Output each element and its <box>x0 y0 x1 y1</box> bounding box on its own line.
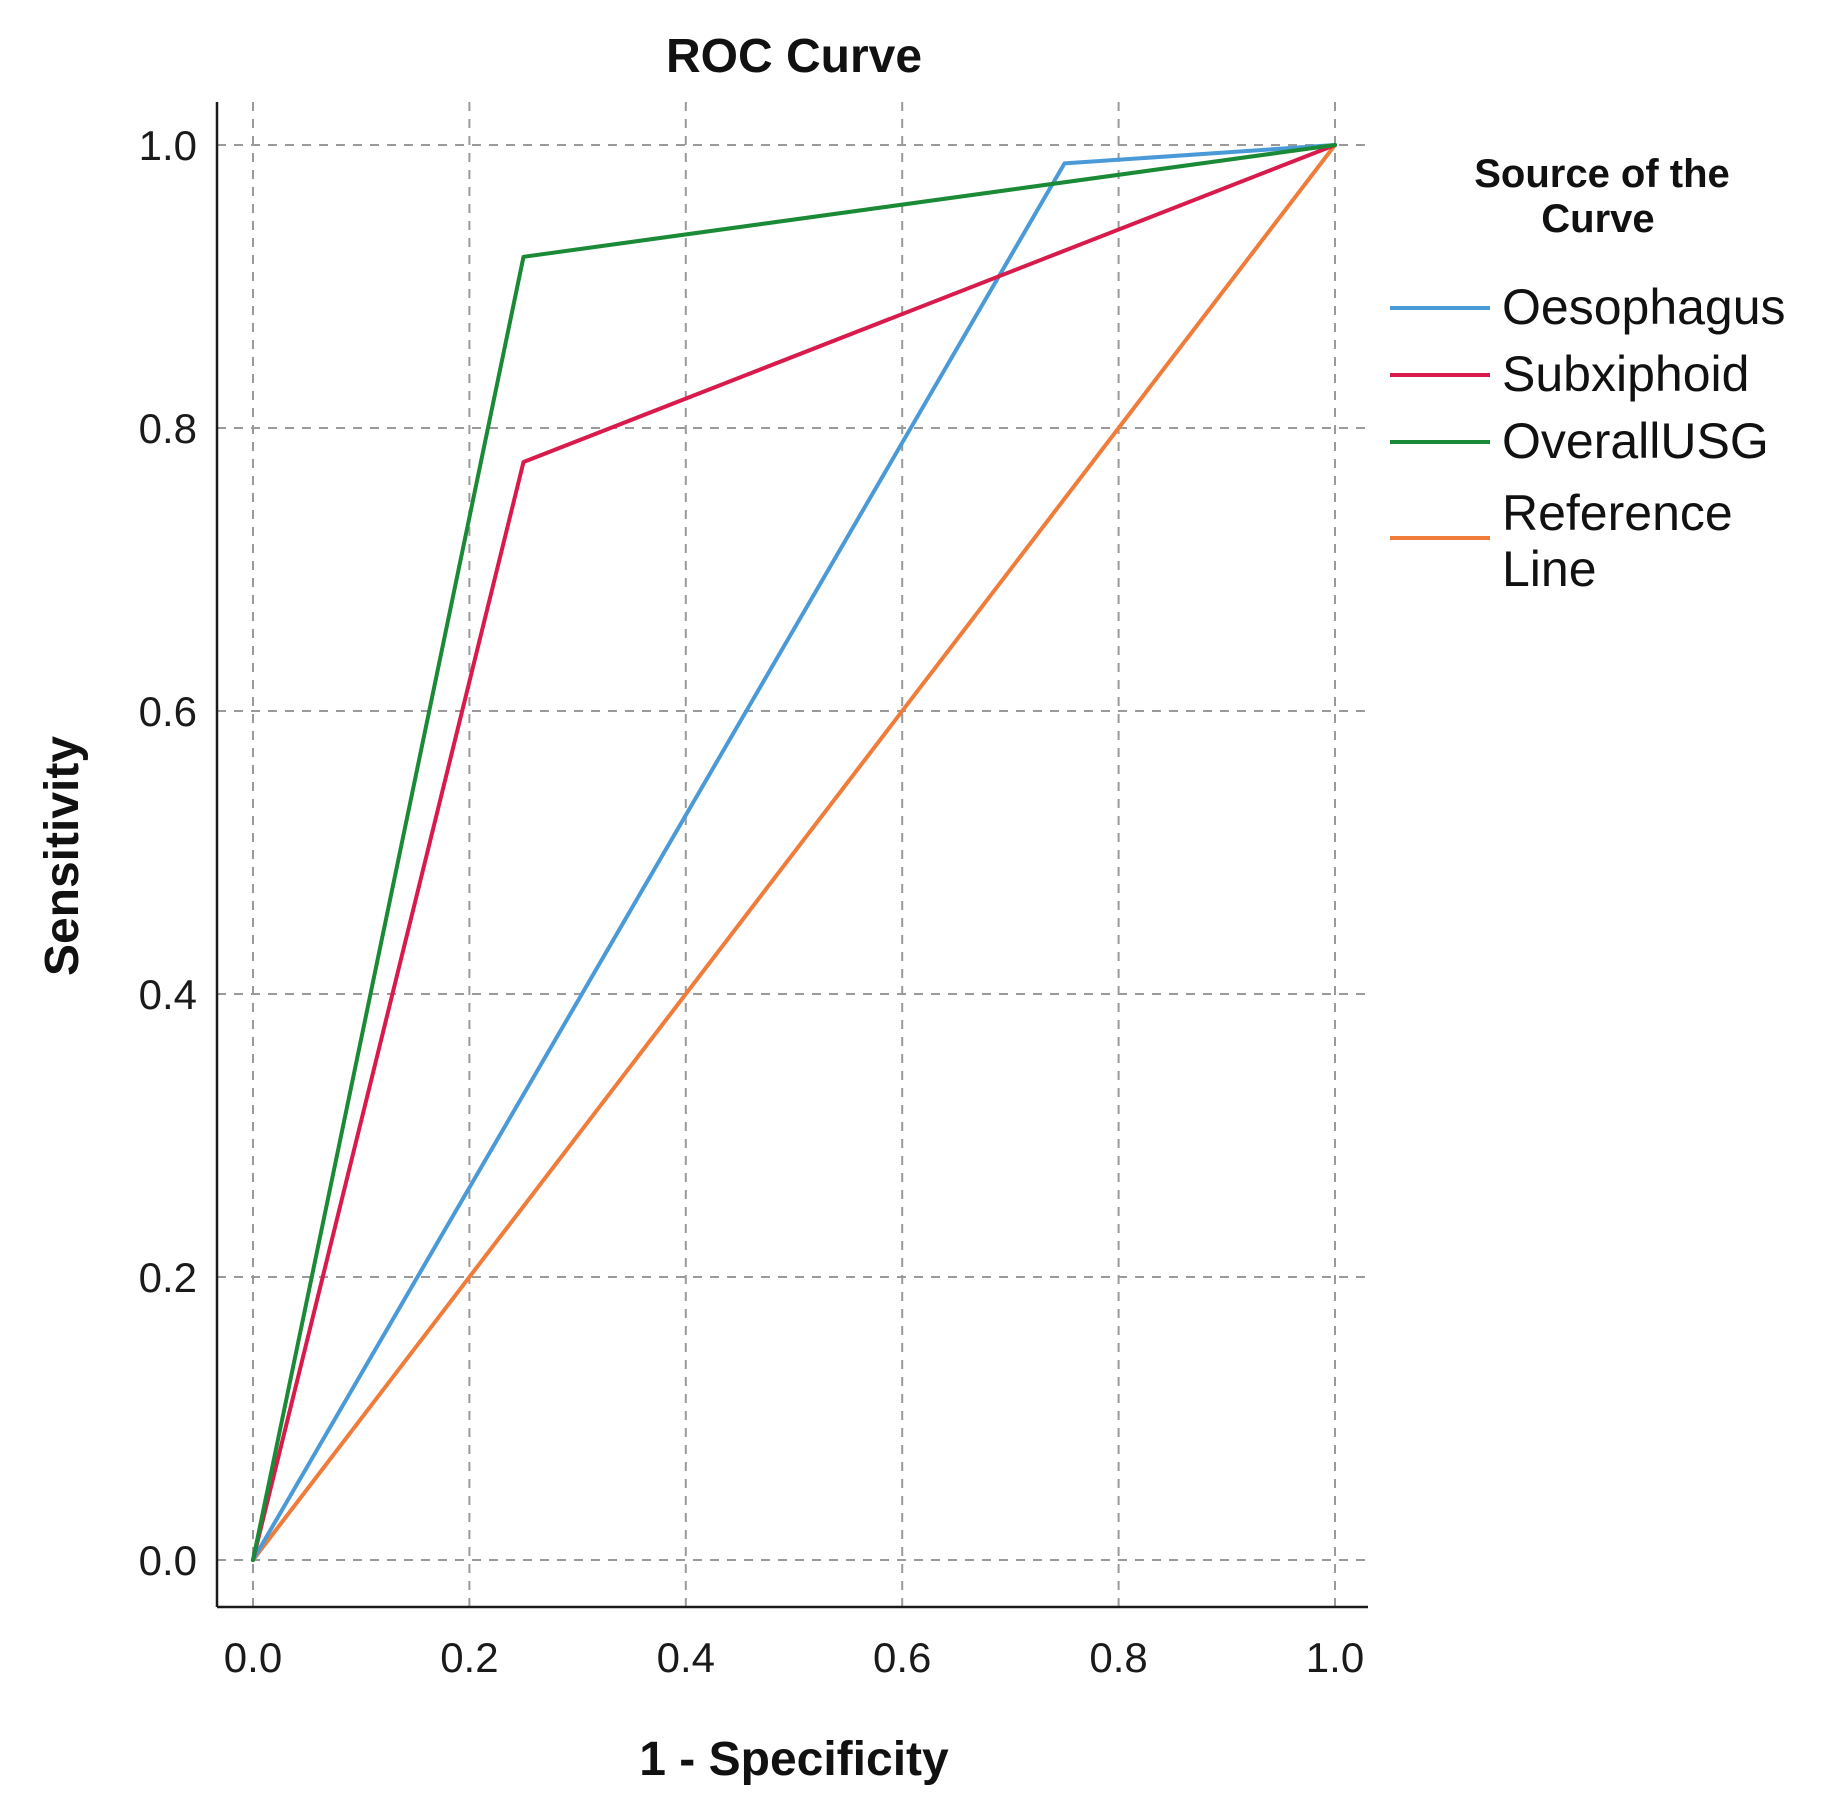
series-line-oesophagus <box>251 143 1337 1562</box>
grid <box>217 102 1368 1607</box>
y-tick-labels: 0.0 0.2 0.4 0.6 0.8 1.0 <box>139 122 197 1584</box>
series-lines <box>251 143 1337 1562</box>
y-axis-title: Sensitivity <box>36 736 89 976</box>
y-tick-label: 0.4 <box>139 971 197 1018</box>
x-axis-title: 1 - Specificity <box>639 1733 949 1786</box>
legend-label-oesophagus: Oesophagus <box>1502 279 1786 335</box>
axes <box>215 102 1368 1609</box>
legend-title-line2: Curve <box>1541 197 1654 241</box>
x-tick-label: 0.6 <box>873 1634 931 1681</box>
series-line-overallusg <box>251 143 1337 1562</box>
series-line-subxiphoid <box>251 143 1337 1562</box>
x-tick-label: 0.0 <box>224 1634 282 1681</box>
series-line-reference-line <box>251 143 1337 1562</box>
x-tick-label: 0.8 <box>1089 1634 1147 1681</box>
x-tick-label: 0.2 <box>440 1634 498 1681</box>
legend-label-reference-line-line1: Reference <box>1502 485 1733 541</box>
y-tick-label: 0.2 <box>139 1254 197 1301</box>
x-tick-label: 0.4 <box>657 1634 715 1681</box>
legend-label-subxiphoid: Subxiphoid <box>1502 346 1749 402</box>
y-tick-label: 1.0 <box>139 122 197 169</box>
chart-title: ROC Curve <box>666 30 922 83</box>
legend-label-overallusg: OverallUSG <box>1502 413 1769 469</box>
legend-title-line1: Source of the <box>1474 152 1730 196</box>
y-tick-label: 0.6 <box>139 688 197 735</box>
y-tick-label: 0.8 <box>139 405 197 452</box>
x-tick-labels: 0.0 0.2 0.4 0.6 0.8 1.0 <box>224 1634 1364 1681</box>
y-tick-label: 0.0 <box>139 1537 197 1584</box>
legend-label-reference-line-line2: Line <box>1502 541 1597 597</box>
legend: Source of the Curve Oesophagus Subxiphoid… <box>1390 152 1786 597</box>
x-tick-label: 1.0 <box>1306 1634 1364 1681</box>
